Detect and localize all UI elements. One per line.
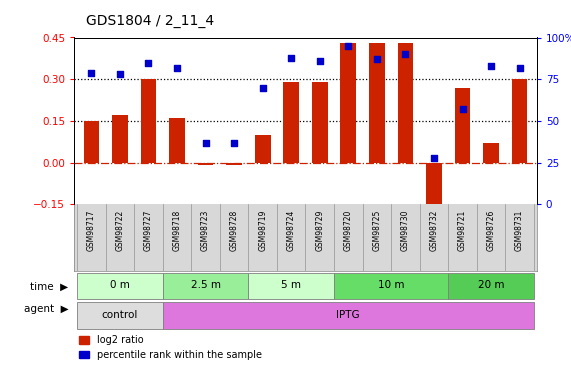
Point (429, 154, 439, 160)
Text: 20 m: 20 m (478, 280, 504, 290)
Point (115, 71, 124, 77)
Point (258, 84, 267, 90)
Point (315, 58, 324, 64)
Text: 0 m: 0 m (110, 280, 130, 290)
Bar (83, 121, 99, 163)
Bar (226, 163, 242, 165)
Text: GSM98721: GSM98721 (458, 210, 467, 251)
Text: 10 m: 10 m (378, 280, 404, 290)
Point (344, 43, 353, 49)
Text: GSM98726: GSM98726 (486, 210, 496, 251)
Bar (77, 273, 163, 299)
Text: 5 m: 5 m (281, 280, 301, 290)
Bar (448, 273, 534, 299)
Text: GSM98730: GSM98730 (401, 210, 410, 251)
Bar (426, 163, 442, 218)
Text: GSM98731: GSM98731 (515, 210, 524, 251)
Text: GSM98732: GSM98732 (429, 210, 439, 251)
Bar (112, 116, 128, 163)
Text: GSM98720: GSM98720 (344, 210, 353, 251)
Point (287, 54, 296, 60)
Text: GSM98724: GSM98724 (287, 210, 296, 251)
Legend: log2 ratio, percentile rank within the sample: log2 ratio, percentile rank within the s… (75, 332, 266, 364)
Bar (283, 82, 299, 163)
Text: GSM98729: GSM98729 (315, 210, 324, 251)
Bar (369, 43, 385, 163)
Text: GSM98717: GSM98717 (87, 210, 96, 251)
Bar (455, 87, 471, 163)
Text: GSM98722: GSM98722 (115, 210, 124, 251)
Text: GSM98728: GSM98728 (230, 210, 239, 251)
Bar (340, 43, 356, 163)
Bar (169, 118, 185, 163)
Bar (77, 302, 163, 329)
Bar (334, 273, 448, 299)
Text: GSM98719: GSM98719 (258, 210, 267, 251)
Bar (312, 82, 328, 163)
Text: time  ▶: time ▶ (30, 282, 69, 292)
Bar (163, 302, 534, 329)
Bar (198, 163, 214, 165)
Text: control: control (102, 310, 138, 320)
Point (172, 64, 182, 70)
Point (87, 69, 96, 75)
Point (458, 106, 467, 112)
Text: IPTG: IPTG (336, 310, 360, 320)
Bar (140, 79, 156, 163)
Point (515, 64, 524, 70)
Bar (512, 79, 528, 163)
Bar (248, 273, 334, 299)
Point (201, 140, 210, 146)
Text: GSM98727: GSM98727 (144, 210, 153, 251)
Text: GSM98723: GSM98723 (201, 210, 210, 251)
Text: 2.5 m: 2.5 m (191, 280, 220, 290)
Point (486, 63, 496, 69)
Point (144, 60, 153, 66)
Bar (397, 43, 413, 163)
Text: GSM98718: GSM98718 (172, 210, 182, 251)
Text: GSM98725: GSM98725 (372, 210, 381, 251)
Text: GDS1804 / 2_11_4: GDS1804 / 2_11_4 (86, 14, 214, 28)
Bar (163, 273, 248, 299)
Point (230, 140, 239, 146)
Point (401, 51, 410, 57)
Point (372, 56, 381, 62)
Bar (255, 135, 271, 163)
Text: agent  ▶: agent ▶ (24, 304, 69, 314)
Bar (483, 143, 499, 163)
